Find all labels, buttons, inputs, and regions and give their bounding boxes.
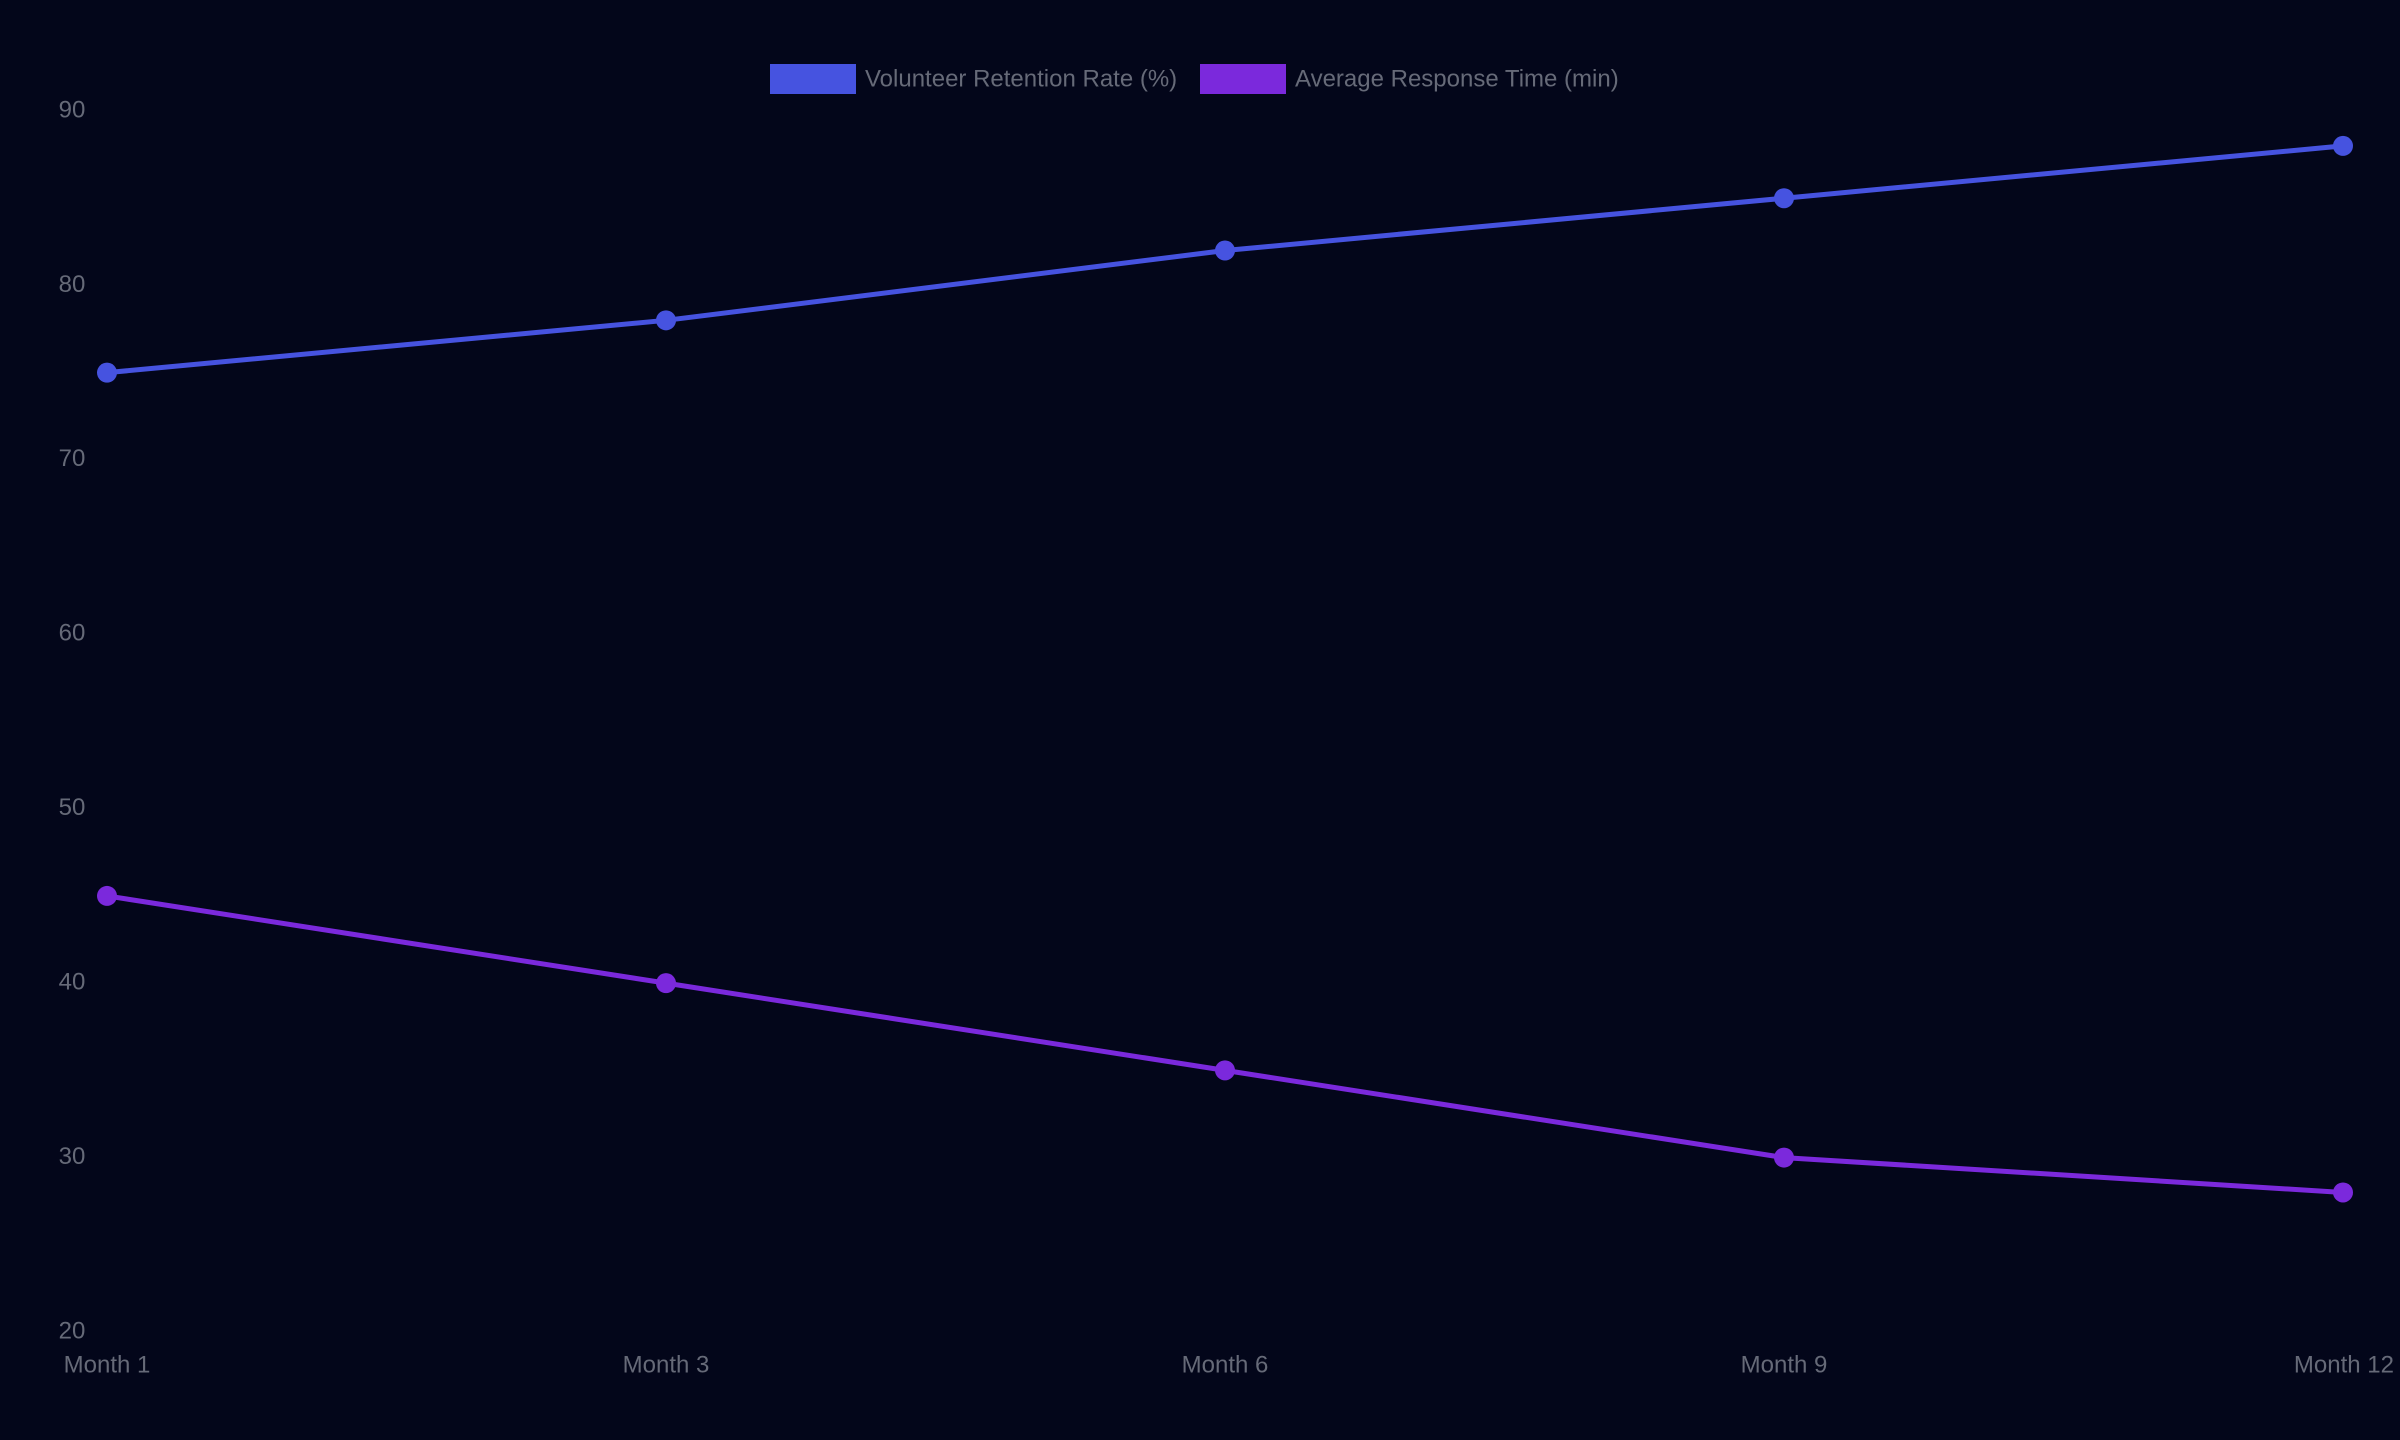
data-point[interactable]: [97, 362, 117, 383]
data-point[interactable]: [97, 885, 117, 906]
series-layer: [97, 135, 2353, 1203]
data-point[interactable]: [656, 310, 676, 331]
series-line: [104, 893, 2346, 1195]
legend-item[interactable]: Volunteer Retention Rate (%): [770, 64, 1177, 94]
y-tick-label: 80: [59, 271, 86, 298]
legend-swatch: [1200, 64, 1286, 94]
data-point[interactable]: [2333, 1182, 2353, 1203]
legend-item[interactable]: Average Response Time (min): [1200, 64, 1619, 94]
legend-swatch: [770, 64, 856, 94]
data-point[interactable]: [656, 973, 676, 994]
y-tick-label: 70: [59, 445, 86, 472]
y-tick-label: 30: [59, 1143, 86, 1170]
x-tick-label: Month 1: [64, 1351, 151, 1378]
x-axis: Month 1 Month 3 Month 6 Month 9 Month 12: [64, 1351, 2394, 1378]
series-1: [97, 135, 2353, 383]
x-tick-label: Month 12: [2294, 1351, 2394, 1378]
y-tick-label: 20: [59, 1317, 86, 1344]
y-tick-label: 50: [59, 794, 86, 821]
y-tick-label: 90: [59, 96, 86, 123]
x-tick-label: Month 6: [1182, 1351, 1269, 1378]
data-point[interactable]: [1215, 240, 1235, 261]
data-point[interactable]: [2333, 135, 2353, 156]
legend: Volunteer Retention Rate (%) Average Resp…: [770, 64, 1619, 94]
series-2: [97, 885, 2353, 1203]
y-tick-label: 40: [59, 968, 86, 995]
x-tick-label: Month 3: [623, 1351, 710, 1378]
data-point[interactable]: [1215, 1060, 1235, 1081]
data-point[interactable]: [1774, 1147, 1794, 1168]
legend-label: Average Response Time (min): [1295, 65, 1619, 92]
legend-label: Volunteer Retention Rate (%): [865, 65, 1177, 92]
data-point[interactable]: [1774, 188, 1794, 209]
x-tick-label: Month 9: [1741, 1351, 1828, 1378]
y-axis: 20 30 40 50 60 70 80 90: [59, 96, 86, 1344]
y-tick-label: 60: [59, 620, 86, 647]
